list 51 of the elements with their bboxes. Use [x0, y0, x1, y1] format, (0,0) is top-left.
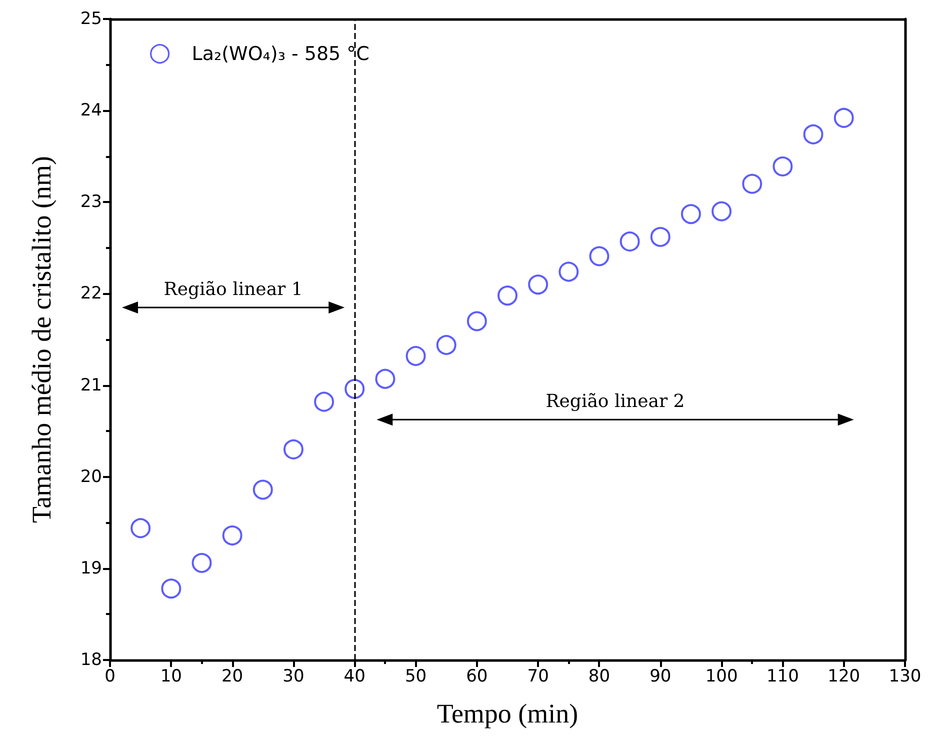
point	[252, 480, 273, 500]
x-tick-label: 40	[344, 666, 366, 686]
x-tick-label: 60	[466, 666, 488, 686]
annotation: Região linear 1	[164, 278, 303, 300]
point	[436, 335, 456, 355]
point	[406, 346, 426, 366]
point	[772, 156, 793, 176]
y-tick-label: 23	[80, 192, 102, 212]
y-axis-title: Tamanho médio de cristalito (nm)	[26, 156, 56, 524]
x-tick-label: 50	[404, 666, 427, 686]
y-tick-label: 25	[80, 9, 102, 29]
point	[803, 124, 824, 144]
x-tick-label: 10	[160, 666, 182, 686]
point	[680, 204, 701, 224]
x-tick-label: 30	[282, 666, 304, 686]
x-axis-title: Tempo (min)	[436, 698, 578, 728]
y-tick-label: 18	[80, 650, 102, 670]
point	[589, 246, 610, 266]
point	[558, 262, 579, 282]
x-tick-label: 0	[104, 666, 116, 686]
point	[161, 578, 182, 599]
point	[344, 378, 365, 399]
x-tick-label: 120	[828, 666, 860, 686]
annotation: Região linear 2	[546, 391, 685, 412]
point	[712, 201, 732, 222]
y-tick-label: 19	[80, 558, 102, 578]
y-tick-label: 24	[80, 100, 102, 121]
legend-label: La₂(WO₄)₃ - 585 °C	[192, 42, 370, 65]
point	[528, 274, 548, 295]
point	[192, 552, 212, 573]
x-tick-label: 130	[888, 666, 922, 686]
point	[130, 518, 151, 538]
y-tick-label: 20	[80, 466, 102, 487]
point	[650, 226, 670, 247]
x-tick-label: 100	[705, 666, 738, 686]
point	[314, 392, 334, 412]
x-tick-label: 110	[766, 666, 799, 686]
point	[742, 174, 762, 194]
point	[466, 311, 487, 332]
point	[222, 525, 242, 546]
x-tick-label: 70	[527, 666, 549, 686]
x-tick-label: 90	[650, 666, 672, 686]
x-tick-label: 20	[221, 666, 244, 686]
y-tick-label: 22	[80, 284, 102, 304]
point	[620, 232, 640, 252]
point	[498, 286, 518, 306]
x-tick-label: 80	[588, 666, 610, 686]
y-tick-label: 21	[80, 375, 102, 396]
point	[283, 439, 304, 460]
point	[834, 108, 854, 128]
point	[375, 368, 396, 389]
